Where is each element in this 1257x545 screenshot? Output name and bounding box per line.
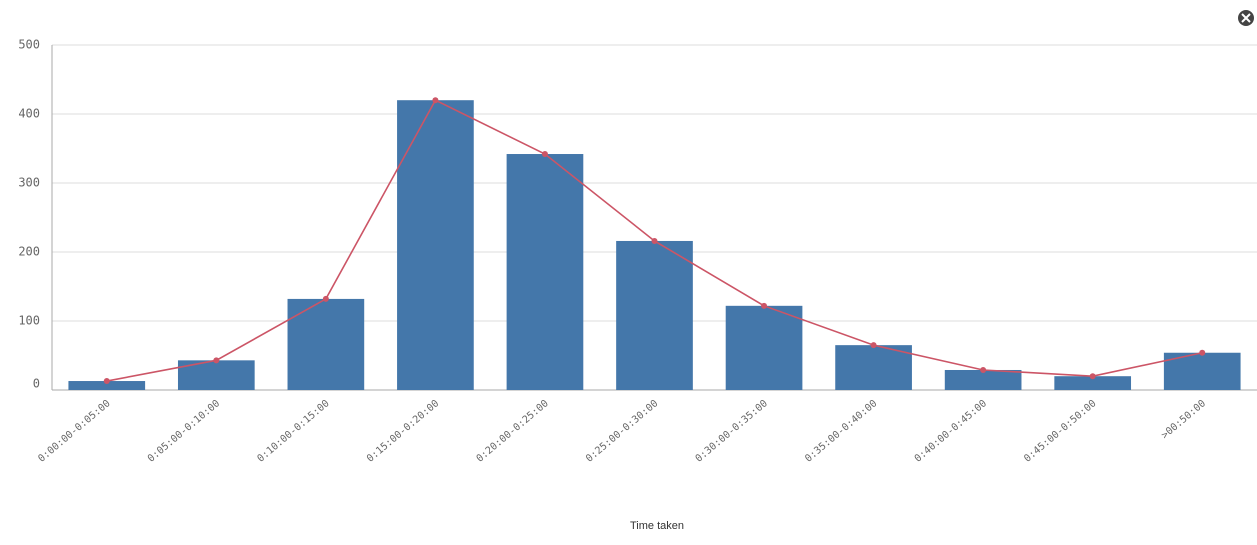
line-point: [761, 302, 768, 309]
line-point: [980, 366, 987, 373]
y-tick-label: 200: [18, 245, 40, 259]
bar: [287, 298, 365, 390]
bar: [835, 345, 912, 390]
bar: [397, 100, 474, 390]
x-tick-label: 0:45:00-0:50:00: [1022, 398, 1098, 464]
line-point: [870, 342, 877, 349]
line-point: [541, 151, 548, 158]
x-axis-title: Time taken: [630, 520, 684, 532]
bar: [68, 381, 146, 390]
x-tick-label: 0:30:00-0:35:00: [694, 398, 770, 464]
x-tick-label: 0:25:00-0:30:00: [584, 398, 660, 464]
bar: [944, 369, 1022, 390]
x-tick-label: 0:10:00-0:15:00: [255, 398, 331, 464]
x-tick-label: >00:50:00: [1160, 398, 1209, 441]
x-tick-label: 0:00:00-0:05:00: [36, 398, 112, 464]
line-point: [322, 295, 329, 302]
close-button[interactable]: [1238, 10, 1254, 26]
y-tick-label: 100: [18, 314, 40, 328]
y-tick-label: 400: [18, 107, 40, 121]
x-tick-label: 0:40:00-0:45:00: [913, 398, 989, 464]
y-tick-label: 0: [33, 377, 40, 391]
line-point: [1089, 373, 1096, 380]
x-tick-label: 0:35:00-0:40:00: [803, 398, 879, 464]
close-cross: [1241, 13, 1251, 23]
x-tick-label: 0:05:00-0:10:00: [146, 398, 222, 464]
bar: [616, 240, 693, 390]
line-point: [1199, 349, 1206, 356]
x-tick-label: 0:20:00-0:25:00: [475, 398, 551, 464]
line-point: [432, 97, 439, 104]
line-point: [103, 378, 110, 385]
bar: [1054, 376, 1132, 390]
line-point: [213, 357, 220, 364]
y-tick-label: 500: [18, 38, 40, 52]
x-tick-label: 0:15:00-0:20:00: [365, 398, 441, 464]
line-point: [651, 237, 658, 244]
bar: [725, 305, 803, 390]
bar: [506, 154, 584, 390]
y-tick-label: 300: [18, 176, 40, 190]
